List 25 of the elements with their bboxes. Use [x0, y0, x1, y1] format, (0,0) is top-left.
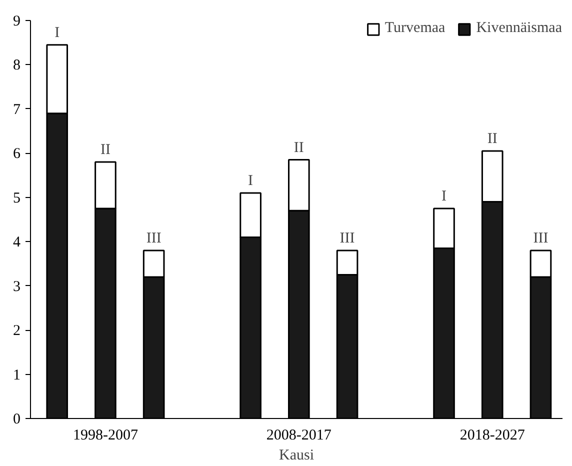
annotation: III [146, 230, 162, 246]
y-tick-label: 9 [13, 14, 20, 30]
y-tick-label: 4 [13, 234, 21, 251]
y-tick-label: 3 [13, 278, 20, 295]
y-tick-label: 6 [13, 146, 21, 162]
annotation: II [294, 140, 304, 156]
y-tick-label: 0 [13, 412, 20, 428]
y-tick-label: 1 [13, 367, 20, 384]
annotation: I [248, 172, 254, 189]
x-tick-label: 1998-2007 [72, 428, 138, 444]
y-tick-label: 5 [13, 190, 20, 206]
x-axis-title: Kausi [279, 448, 314, 464]
annotation: I [442, 188, 447, 204]
annotation: I [54, 24, 60, 41]
annotation: III [340, 230, 355, 246]
legend-label: Turvemaa [384, 20, 446, 37]
y-tick-label: 2 [13, 323, 20, 340]
legend-label: Kivennäismaa [476, 20, 562, 37]
x-tick-label: 2018-2027 [460, 428, 526, 444]
annotation: II [487, 130, 498, 147]
y-tick-label: 7 [13, 102, 21, 118]
x-tick-label: 2008-2017 [266, 428, 332, 444]
annotation: II [100, 142, 110, 158]
y-tick-label: 8 [13, 58, 20, 74]
annotation: III [533, 230, 548, 246]
